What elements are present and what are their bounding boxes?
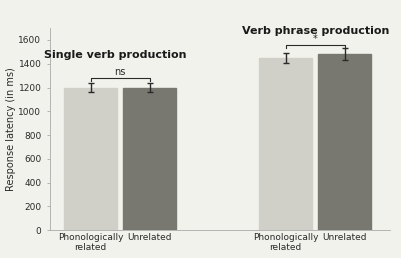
Text: Verb phrase production: Verb phrase production (241, 26, 389, 36)
Text: *: * (313, 34, 318, 44)
Text: Single verb production: Single verb production (44, 50, 187, 60)
Text: ns: ns (114, 67, 126, 77)
Bar (259, 58, 312, 230)
Bar (123, 87, 176, 230)
Bar (64, 87, 117, 230)
Bar (318, 54, 371, 230)
Y-axis label: Response latency (in ms): Response latency (in ms) (6, 67, 16, 191)
